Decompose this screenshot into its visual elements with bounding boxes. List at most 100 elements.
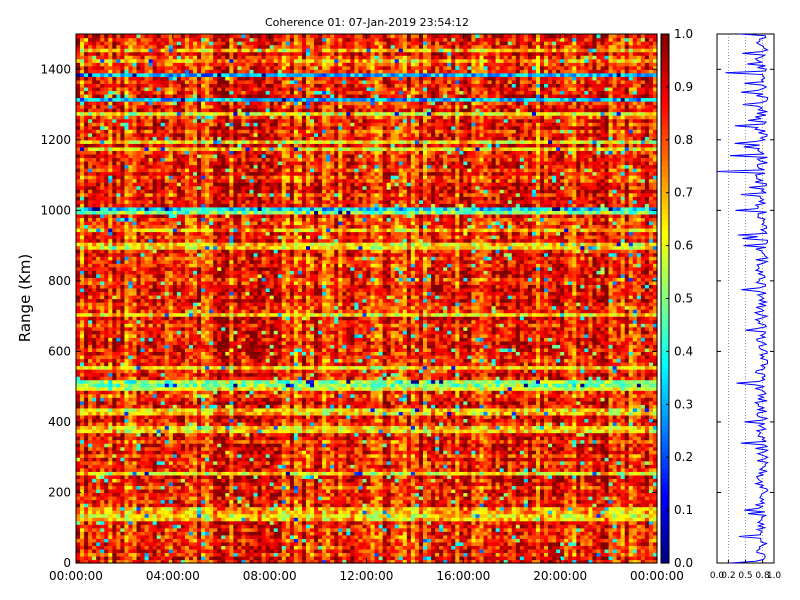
heatmap-cell [140,545,146,550]
heatmap-cell [503,520,509,525]
heatmap-cell [576,520,581,525]
heatmap-cell [120,467,126,472]
heatmap-cell [390,545,396,550]
heatmap-cell [544,467,549,472]
heatmap-cell [116,555,121,561]
heatmap-cell [402,555,408,561]
heatmap-cell [447,527,452,532]
heatmap-cell [640,559,646,564]
heatmap-cell [265,531,271,536]
heatmap-cell [451,453,456,458]
heatmap-cell [382,510,388,515]
heatmap-cell [172,485,178,490]
heatmap-cell [390,548,396,554]
heatmap-cell [572,460,577,465]
heatmap-cell [374,481,380,487]
heatmap-cell [362,439,368,444]
heatmap-cell [552,460,557,465]
heatmap-cell [612,499,618,504]
heatmap-cell [394,450,400,455]
heatmap-cell [535,488,541,494]
heatmap-cell [439,450,444,455]
heatmap-cell [612,467,618,472]
heatmap-cell [245,443,251,448]
heatmap-cell [471,538,477,543]
heatmap-cell [128,499,134,504]
heatmap-cell [318,464,323,469]
heatmap-cell [439,488,444,494]
heatmap-cell [358,453,364,458]
heatmap-cell [406,439,412,444]
heatmap-cell [233,499,238,504]
heatmap-cell [338,474,343,479]
heatmap-cell [435,446,440,451]
heatmap-cell [378,524,384,529]
heatmap-cell [140,474,146,479]
heatmap-cell [394,471,400,476]
heatmap-cell [519,517,525,522]
heatmap-cell [96,453,101,458]
heatmap-cell [600,457,606,462]
heatmap-cell [475,552,481,557]
heatmap-cell [334,450,339,455]
heatmap-cell [205,450,210,455]
heatmap-cell [100,457,105,462]
heatmap-cell [225,481,230,487]
heatmap-cell [124,485,130,490]
heatmap-cell [342,488,347,494]
heatmap-cell [297,548,303,554]
heatmap-cell [330,485,335,490]
heatmap-cell [253,460,259,465]
heatmap-cell [386,552,392,557]
heatmap-cell [277,499,283,504]
heatmap-cell [253,513,259,518]
heatmap-cell [527,517,533,522]
heatmap-cell [338,467,343,472]
heatmap-cell [358,548,364,554]
heatmap-cell [620,453,626,458]
heatmap-cell [144,471,150,476]
heatmap-cell [362,460,368,465]
heatmap-cell [632,453,638,458]
heatmap-cell [447,485,452,490]
heatmap-cell [427,510,432,515]
heatmap-cell [624,492,630,497]
heatmap-cell [370,517,376,522]
heatmap-cell [241,457,247,462]
heatmap-cell [104,531,109,536]
heatmap-cell [362,534,368,539]
heatmap-cell [644,492,650,497]
heatmap-cell [471,453,477,458]
heatmap-cell [249,548,255,554]
heatmap-cell [483,474,489,479]
heatmap-cell [402,443,408,448]
heatmap-cell [84,545,89,550]
heatmap-cell [314,499,319,504]
heatmap-cell [552,485,557,490]
heatmap-cell [112,481,117,487]
heatmap-cell [249,446,255,451]
heatmap-cell [318,510,323,515]
heatmap-cell [144,506,150,511]
heatmap-cell [265,439,271,444]
heatmap-cell [297,481,303,487]
heatmap-cell [491,478,497,483]
heatmap-cell [293,478,299,483]
heatmap-cell [394,460,400,465]
heatmap-cell [265,485,271,490]
heatmap-cell [245,520,251,525]
heatmap-cell [326,517,331,522]
heatmap-cell [92,492,97,497]
heatmap-cell [164,552,170,557]
heatmap-cell [205,467,210,472]
heatmap-cell [84,527,89,532]
heatmap-cell [265,474,271,479]
heatmap-cell [435,478,440,483]
heatmap-cell [221,492,226,497]
heatmap-cell [233,453,238,458]
heatmap-cell [435,517,440,522]
heatmap-cell [164,457,170,462]
heatmap-cell [205,481,210,487]
heatmap-cell [572,517,577,522]
heatmap-cell [644,545,650,550]
